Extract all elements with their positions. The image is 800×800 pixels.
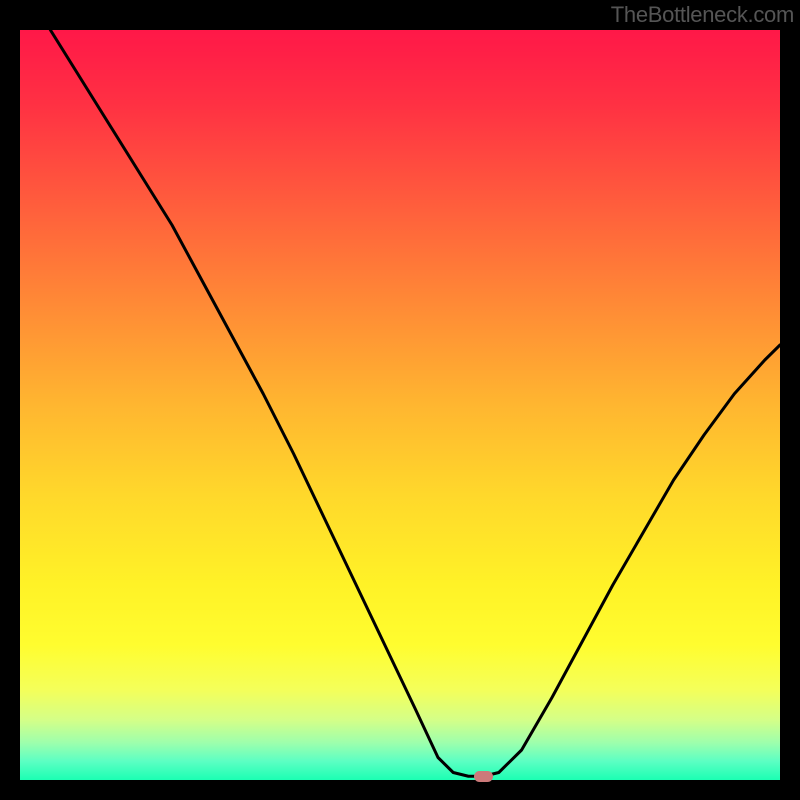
optimal-point-marker	[474, 771, 494, 782]
watermark-text: TheBottleneck.com	[611, 2, 794, 28]
plot-area	[20, 30, 780, 780]
chart-container: { "watermark": { "text": "TheBottleneck.…	[0, 0, 800, 800]
bottleneck-curve	[20, 30, 780, 780]
